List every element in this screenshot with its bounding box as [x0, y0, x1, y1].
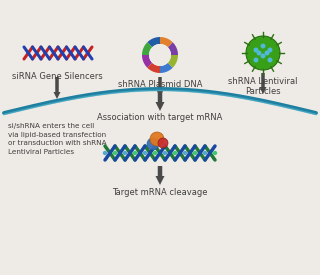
Circle shape: [253, 48, 259, 53]
Circle shape: [257, 51, 261, 56]
Circle shape: [260, 54, 266, 59]
Circle shape: [158, 138, 168, 148]
Polygon shape: [142, 55, 152, 68]
Circle shape: [193, 151, 197, 155]
Circle shape: [133, 151, 137, 155]
Circle shape: [253, 57, 259, 62]
Polygon shape: [160, 63, 173, 73]
Circle shape: [149, 44, 171, 66]
Circle shape: [246, 36, 280, 70]
FancyArrow shape: [260, 73, 267, 94]
FancyArrow shape: [156, 77, 164, 97]
Text: shRNA Lentiviral
Particles: shRNA Lentiviral Particles: [228, 77, 298, 97]
Circle shape: [113, 151, 117, 155]
Circle shape: [150, 132, 164, 146]
Polygon shape: [160, 37, 173, 47]
Polygon shape: [168, 42, 178, 55]
Circle shape: [213, 151, 217, 155]
Circle shape: [203, 151, 207, 155]
Text: shRNA Plasmid DNA: shRNA Plasmid DNA: [118, 80, 202, 89]
Circle shape: [260, 43, 266, 48]
Text: si/shRNA enters the cell
via lipid-based transfection
or transduction with shRNA: si/shRNA enters the cell via lipid-based…: [8, 123, 107, 155]
Circle shape: [147, 138, 159, 150]
Circle shape: [268, 57, 273, 62]
Text: siRNA Gene Silencers: siRNA Gene Silencers: [12, 72, 102, 81]
Circle shape: [265, 51, 269, 56]
Polygon shape: [142, 42, 152, 55]
Text: Association with target mRNA: Association with target mRNA: [97, 113, 223, 122]
Circle shape: [268, 48, 273, 53]
Text: Target mRNA cleavage: Target mRNA cleavage: [112, 188, 208, 197]
Circle shape: [163, 151, 167, 155]
Polygon shape: [147, 63, 160, 73]
Circle shape: [143, 151, 147, 155]
Circle shape: [103, 151, 107, 155]
Circle shape: [173, 151, 177, 155]
Circle shape: [183, 151, 187, 155]
Polygon shape: [147, 37, 160, 47]
Circle shape: [123, 151, 127, 155]
Circle shape: [153, 151, 157, 155]
Polygon shape: [168, 55, 178, 68]
FancyArrow shape: [156, 91, 164, 111]
FancyArrow shape: [53, 77, 60, 99]
FancyArrow shape: [156, 166, 164, 185]
